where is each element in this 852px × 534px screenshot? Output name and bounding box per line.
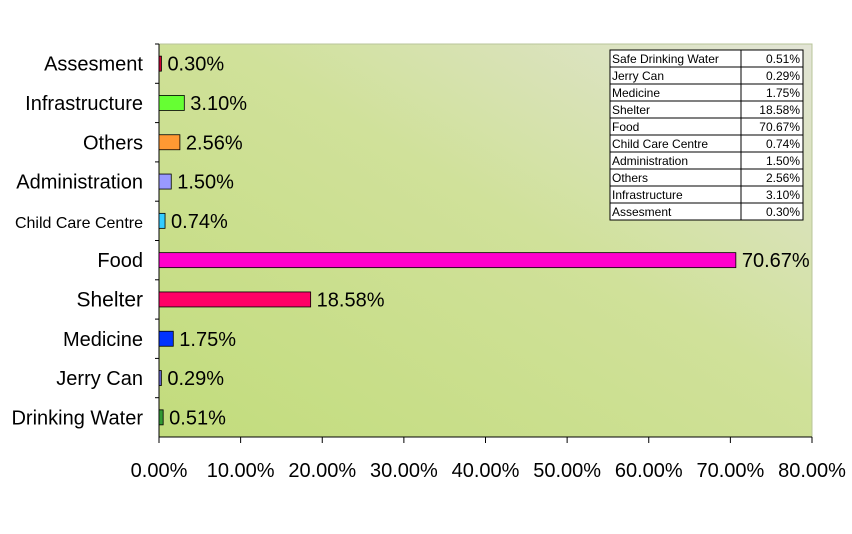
value-label: 18.58% [317,289,385,311]
table-row-label: Assesment [612,205,672,219]
category-label: Infrastructure [25,93,143,115]
x-tick-label: 50.00% [533,460,601,482]
bar-child-care-centre [158,212,166,229]
bar-others [158,134,181,151]
value-label: 0.51% [169,407,226,429]
category-label: Others [83,132,143,154]
value-label: 3.10% [190,93,247,115]
value-label: 0.74% [171,211,228,233]
category-label: Shelter [76,288,143,311]
table-row-label: Food [612,120,639,134]
bar-assesment [158,55,162,72]
bar-administration [158,173,172,190]
table-row-value: 3.10% [766,188,800,202]
value-label: 0.30% [167,54,224,76]
table-row-value: 0.74% [766,137,800,151]
table-row-value: 1.75% [766,86,800,100]
value-label: 1.75% [179,329,236,351]
value-label: 1.50% [177,172,234,194]
x-tick-label: 0.00% [131,460,188,482]
category-label: Child Care Centre [15,215,143,232]
table-row-value: 0.29% [766,69,800,83]
x-tick-label: 60.00% [615,460,683,482]
bar-drinking-water [158,409,164,426]
table-row-label: Shelter [612,103,650,117]
bar-medicine [158,330,174,347]
table-row-value: 1.50% [766,154,800,168]
category-label: Jerry Can [56,368,143,390]
category-label: Drinking Water [11,407,143,429]
value-label: 0.29% [167,368,224,390]
x-tick-label: 80.00% [778,460,846,482]
category-label: Food [97,250,143,272]
table-row-value: 18.58% [759,103,800,117]
bar-infrastructure [158,95,185,111]
table-row-label: Others [612,171,648,185]
bar-shelter [158,291,312,308]
category-label: Assesment [44,54,143,76]
x-tick-label: 70.00% [696,460,764,482]
bar-jerry-can [158,370,162,386]
bar-food [158,252,737,269]
table-row-value: 70.67% [759,120,800,134]
table-row-label: Child Care Centre [612,137,708,151]
x-tick-label: 40.00% [452,460,520,482]
category-label: Medicine [63,329,143,351]
value-label: 2.56% [186,132,243,154]
value-label: 70.67% [742,250,810,272]
table-row-label: Safe Drinking Water [612,52,719,66]
table-row-value: 2.56% [766,171,800,185]
table-row-label: Infrastructure [612,188,683,202]
table-row-label: Jerry Can [612,69,664,83]
x-tick-label: 30.00% [370,460,438,482]
x-tick-label: 10.00% [207,460,275,482]
category-label: Administration [16,172,143,194]
table-row-label: Administration [612,154,688,168]
table-row-label: Medicine [612,86,660,100]
table-row-value: 0.30% [766,205,800,219]
table-row-value: 0.51% [766,52,800,66]
x-tick-label: 20.00% [288,460,356,482]
